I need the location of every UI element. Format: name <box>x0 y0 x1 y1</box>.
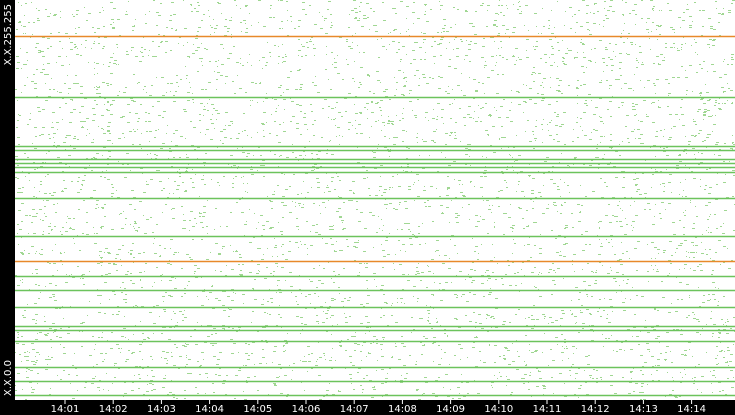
traffic-noise <box>15 0 735 400</box>
x-tick-label: 14:03 <box>147 404 176 415</box>
x-tick-label: 14:13 <box>629 404 658 415</box>
x-tick-label: 14:06 <box>292 404 321 415</box>
x-tick-label: 14:12 <box>581 404 610 415</box>
x-tick-label: 14:01 <box>51 404 80 415</box>
x-tick-label: 14:07 <box>340 404 369 415</box>
x-tick-label: 14:05 <box>243 404 272 415</box>
y-top-label: X.X.255.255 <box>3 4 14 65</box>
x-tick-label: 14:02 <box>99 404 128 415</box>
x-tick-label: 14:14 <box>677 404 706 415</box>
x-tick-label: 14:08 <box>388 404 417 415</box>
x-tick-label: 14:04 <box>195 404 224 415</box>
x-tick-label: 14:09 <box>436 404 465 415</box>
y-bottom-label: X.X.0.0 <box>3 360 14 396</box>
x-tick-label: 14:11 <box>533 404 562 415</box>
plot-area <box>15 0 735 400</box>
y-axis-bar <box>0 0 15 415</box>
x-axis-bar <box>0 400 735 415</box>
x-axis: 14:01 14:02 14:03 14:04 14:05 14:06 14:07 14:08… <box>51 400 706 415</box>
x-tick-label: 14:10 <box>484 404 513 415</box>
